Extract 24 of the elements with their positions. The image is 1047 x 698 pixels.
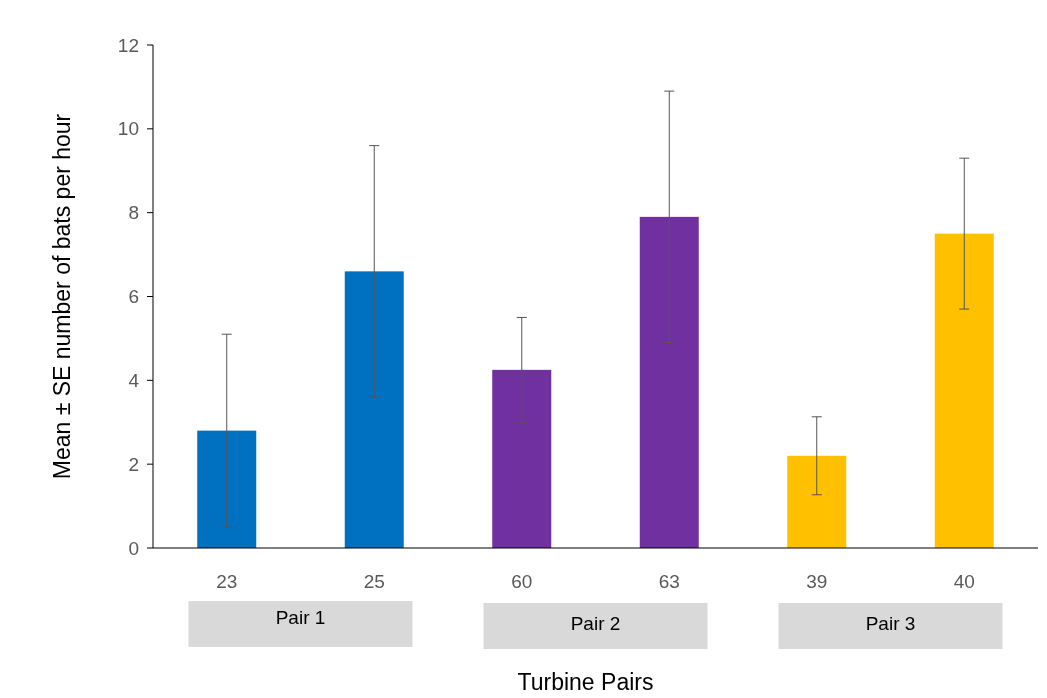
text: Pair 1 [275,607,326,628]
y-tick-label: 4 [128,369,140,391]
y-tick-label: 8 [128,202,139,224]
text: Pair 3 [865,613,916,634]
bar [639,216,699,548]
x-tick-label: 60 [511,571,533,592]
y-tick-label: 10 [117,118,139,140]
bar [344,271,404,548]
y-tick-label: 0 [128,537,139,559]
bar [787,455,847,548]
x-tick-label: 63 [658,571,680,592]
x-tick-label: 40 [953,571,975,592]
y-axis-title: Mean ± SE number of bats per hour [49,113,75,480]
text: Pair 2 [570,613,621,634]
y-tick-label: 12 [117,34,139,56]
y-tick-label: 2 [128,453,139,475]
x-axis-title: Turbine Pairs [517,669,654,695]
bar [197,430,257,548]
y-tick-label: 6 [128,286,139,308]
bar [934,233,994,548]
x-tick-label: 39 [806,571,828,592]
x-tick-label: 25 [363,571,385,592]
x-tick-label: 23 [216,571,238,592]
bar [492,369,552,548]
